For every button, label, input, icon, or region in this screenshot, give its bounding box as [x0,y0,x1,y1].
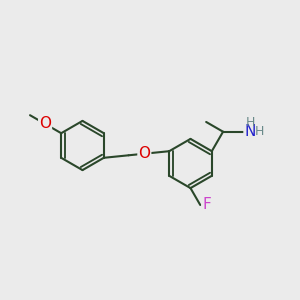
Text: N: N [244,124,256,139]
Text: O: O [39,116,51,131]
Text: H: H [255,125,264,138]
Text: F: F [202,197,211,212]
Text: H: H [245,116,255,129]
Text: O: O [138,146,150,161]
